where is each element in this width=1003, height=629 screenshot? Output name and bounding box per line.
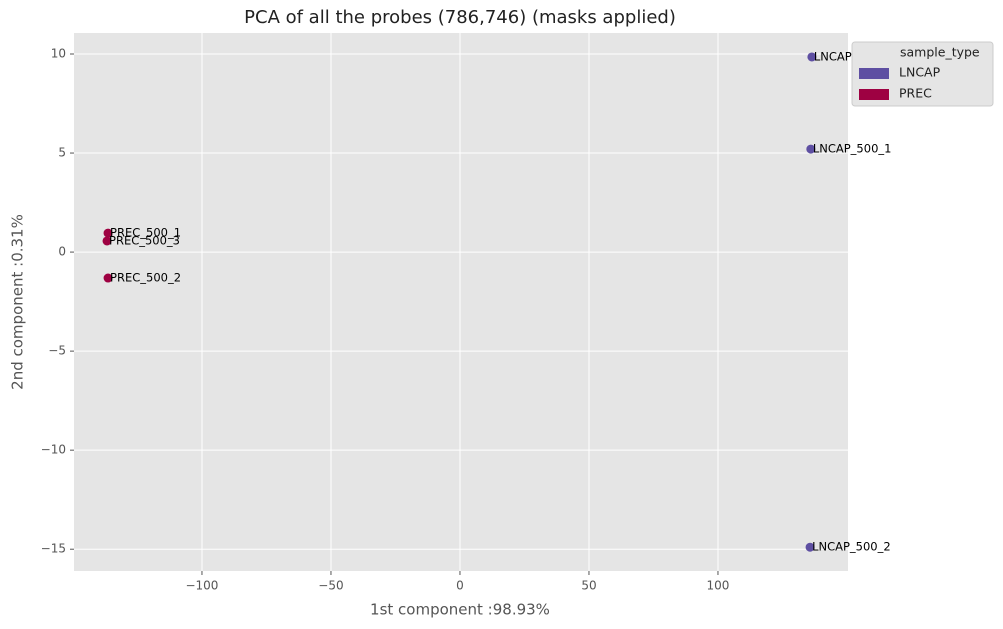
y-tick-label: −5 — [48, 344, 66, 358]
x-tick-label: 0 — [456, 579, 464, 593]
y-tick-label: −10 — [41, 443, 66, 457]
point — [806, 144, 816, 154]
y-tick-label: −15 — [41, 542, 66, 556]
point-label: LNCAP_500_1 — [813, 142, 892, 156]
x-tick-label: 100 — [707, 579, 730, 593]
y-tick-label: 5 — [58, 146, 66, 160]
y-tick-label: 10 — [51, 46, 66, 60]
point-label: PREC_500_1 — [110, 226, 181, 240]
point — [102, 236, 112, 246]
x-axis-label: 1st component :98.93% — [370, 601, 550, 619]
point — [103, 228, 113, 238]
chart-title: PCA of all the probes (786,746) (masks a… — [244, 7, 676, 28]
legend-swatch — [859, 89, 889, 100]
x-tick-label: −100 — [185, 579, 218, 593]
plot-area — [74, 33, 848, 571]
y-tick-label: 0 — [58, 245, 66, 259]
grid — [70, 33, 848, 575]
legend: sample_type LNCAP PREC — [851, 41, 994, 107]
legend-swatch — [859, 68, 889, 79]
point-label: PREC_500_2 — [110, 271, 181, 285]
point — [807, 52, 817, 62]
point-label: LNCAP_500_2 — [812, 540, 891, 554]
point-label: PREC_500_3 — [109, 233, 180, 247]
legend-title: sample_type — [900, 45, 980, 60]
x-tick-label: 50 — [581, 579, 596, 593]
x-tick-label: −50 — [318, 579, 343, 593]
point — [805, 542, 815, 552]
legend-label: LNCAP — [899, 65, 941, 80]
y-axis-label: 2nd component :0.31% — [9, 214, 27, 390]
point — [103, 273, 113, 283]
legend-label: PREC — [899, 86, 932, 101]
